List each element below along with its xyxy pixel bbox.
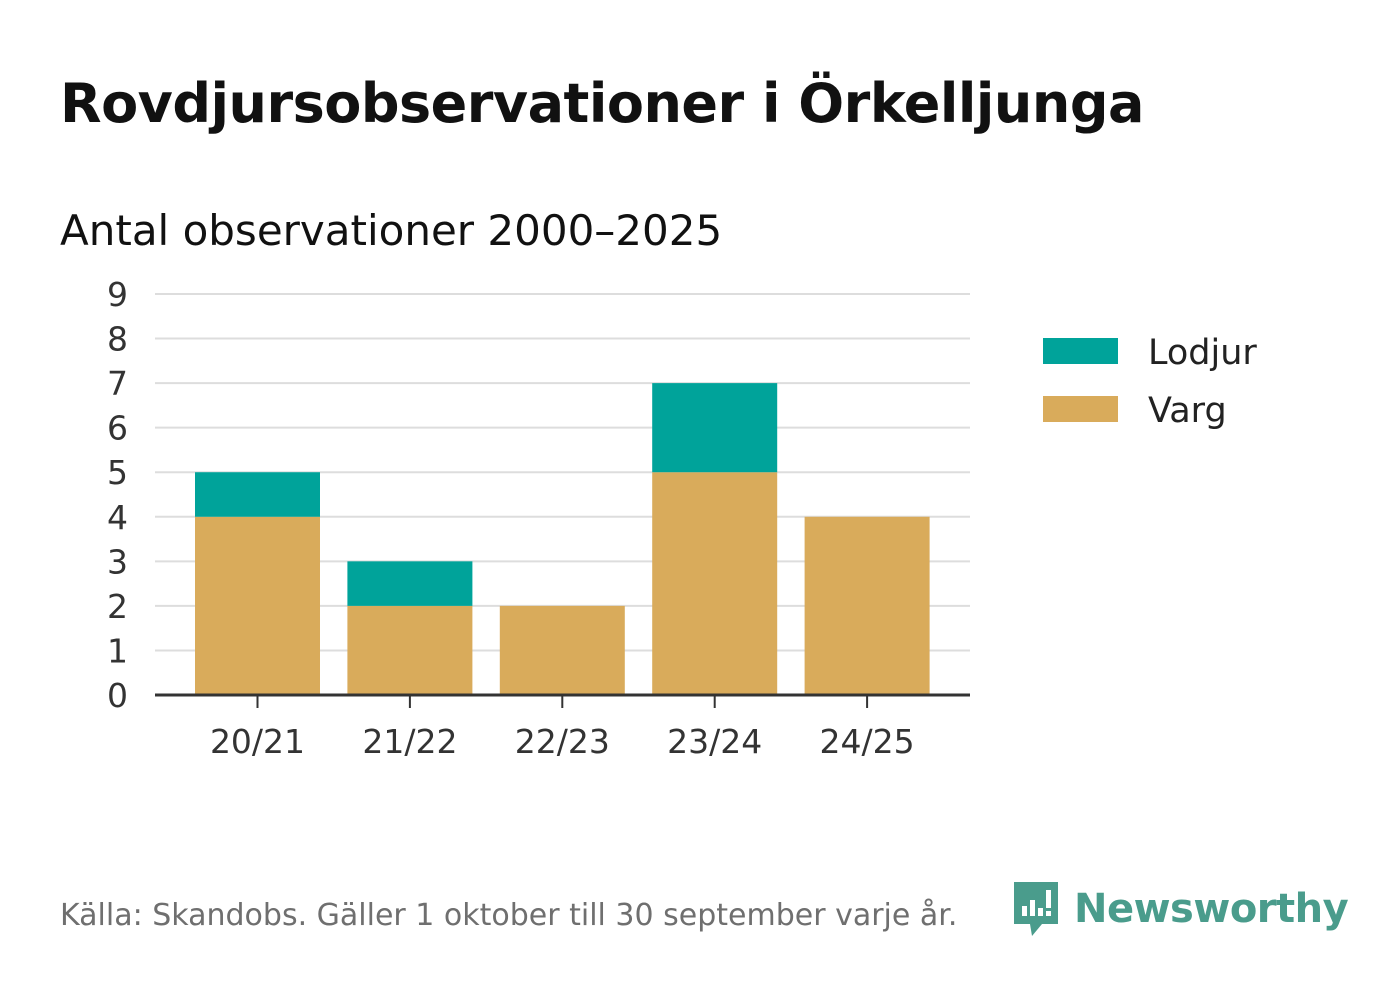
bar-varg-24-25: [804, 516, 930, 695]
x-tick-label: 21/22: [362, 722, 457, 761]
legend-swatch-lodjur: [1043, 338, 1118, 364]
y-tick-label: 5: [107, 453, 128, 492]
chart-subtitle: Antal observationer 2000–2025: [60, 206, 723, 255]
x-tick-label: 23/24: [667, 722, 762, 761]
source-note: Källa: Skandobs. Gäller 1 oktober till 3…: [60, 898, 958, 933]
bar-varg-20-21: [195, 516, 320, 695]
y-tick-label: 3: [107, 542, 128, 581]
y-tick-label: 4: [107, 498, 128, 537]
y-tick-label: 1: [107, 631, 128, 670]
y-tick-label: 0: [107, 676, 128, 715]
bar-varg-22-23: [499, 605, 625, 695]
bar-lodjur-20-21: [195, 472, 320, 517]
brand-name: Newsworthy: [1074, 886, 1349, 932]
bars: [195, 383, 930, 695]
legend-label-lodjur: Lodjur: [1148, 333, 1257, 373]
legend-swatch-varg: [1043, 396, 1118, 422]
bar-lodjur-23-24: [652, 383, 778, 473]
y-tick-label: 8: [107, 320, 128, 359]
x-axis: 20/21 21/22 22/23 23/24 24/25: [155, 693, 970, 761]
y-tick-label: 7: [107, 364, 128, 403]
y-tick-label: 9: [107, 275, 128, 314]
newsworthy-logo-icon: [1014, 882, 1058, 936]
x-tick-label: 22/23: [515, 722, 610, 761]
legend-label-varg: Varg: [1148, 391, 1227, 431]
bar-varg-21-22: [347, 605, 473, 695]
y-axis-ticks: 0 1 2 3 4 5 6 7 8 9: [107, 275, 128, 715]
stacked-bar-chart: 0 1 2 3 4 5 6 7 8 9 20/21 21/22 22/23 23/24 24/25 Lod…: [107, 275, 1257, 761]
newsworthy-logo[interactable]: Newsworthy: [1010, 878, 1349, 940]
bar-lodjur-21-22: [347, 561, 473, 606]
x-tick-label: 24/25: [820, 722, 915, 761]
x-tick-label: 20/21: [210, 722, 305, 761]
legend: Lodjur Varg: [1043, 333, 1257, 431]
y-tick-label: 2: [107, 587, 128, 626]
y-tick-label: 6: [107, 409, 128, 448]
bar-varg-23-24: [652, 472, 778, 695]
chart-title: Rovdjursobservationer i Örkelljunga: [60, 72, 1144, 135]
